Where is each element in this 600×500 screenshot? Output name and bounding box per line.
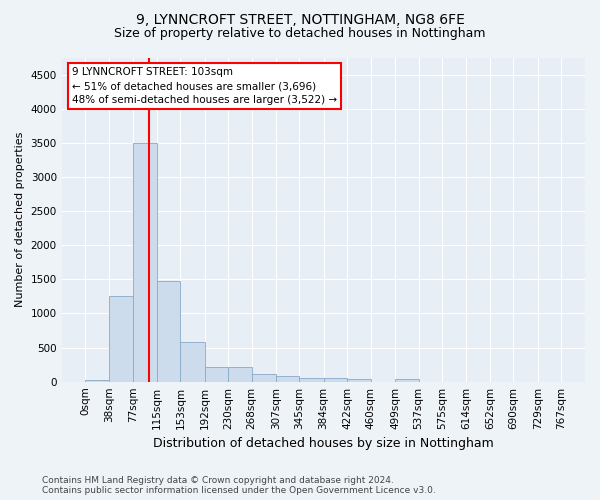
Text: Contains public sector information licensed under the Open Government Licence v3: Contains public sector information licen…	[42, 486, 436, 495]
Bar	[109, 296, 133, 382]
Bar	[228, 368, 251, 382]
Bar	[276, 376, 299, 382]
Bar	[299, 378, 323, 382]
Bar	[251, 374, 276, 382]
Y-axis label: Number of detached properties: Number of detached properties	[15, 132, 25, 308]
Bar	[181, 342, 205, 382]
Text: Size of property relative to detached houses in Nottingham: Size of property relative to detached ho…	[114, 28, 486, 40]
Bar	[157, 280, 181, 382]
Text: 9, LYNNCROFT STREET, NOTTINGHAM, NG8 6FE: 9, LYNNCROFT STREET, NOTTINGHAM, NG8 6FE	[136, 12, 464, 26]
Bar	[323, 378, 347, 382]
Bar	[133, 143, 157, 382]
Bar	[347, 380, 371, 382]
Text: Contains HM Land Registry data © Crown copyright and database right 2024.: Contains HM Land Registry data © Crown c…	[42, 476, 394, 485]
X-axis label: Distribution of detached houses by size in Nottingham: Distribution of detached houses by size …	[153, 437, 494, 450]
Bar	[85, 380, 109, 382]
Bar	[395, 379, 419, 382]
Bar	[205, 366, 228, 382]
Text: 9 LYNNCROFT STREET: 103sqm
← 51% of detached houses are smaller (3,696)
48% of s: 9 LYNNCROFT STREET: 103sqm ← 51% of deta…	[72, 67, 337, 105]
